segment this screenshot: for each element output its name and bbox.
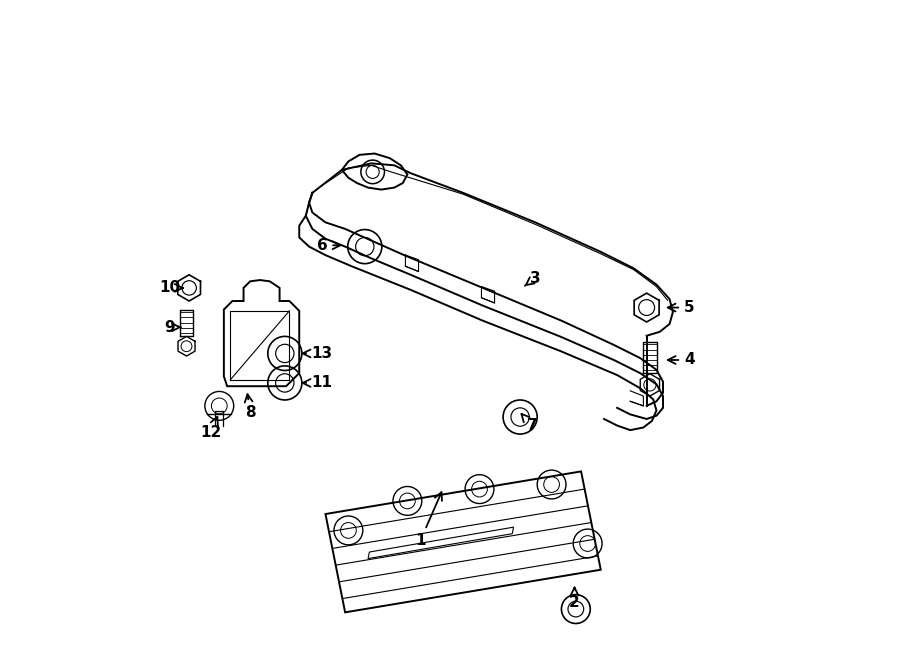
Text: 13: 13 [302,346,333,361]
Text: 2: 2 [569,588,580,610]
Text: 10: 10 [159,280,184,295]
Text: 5: 5 [668,300,695,315]
Text: 1: 1 [415,492,442,548]
Text: 6: 6 [317,238,340,253]
Text: 9: 9 [164,320,181,334]
Text: 8: 8 [245,394,256,420]
Text: 12: 12 [200,417,221,440]
Text: 11: 11 [302,375,333,391]
Text: 3: 3 [525,270,541,286]
Text: 4: 4 [668,352,695,368]
Text: 7: 7 [521,414,537,433]
